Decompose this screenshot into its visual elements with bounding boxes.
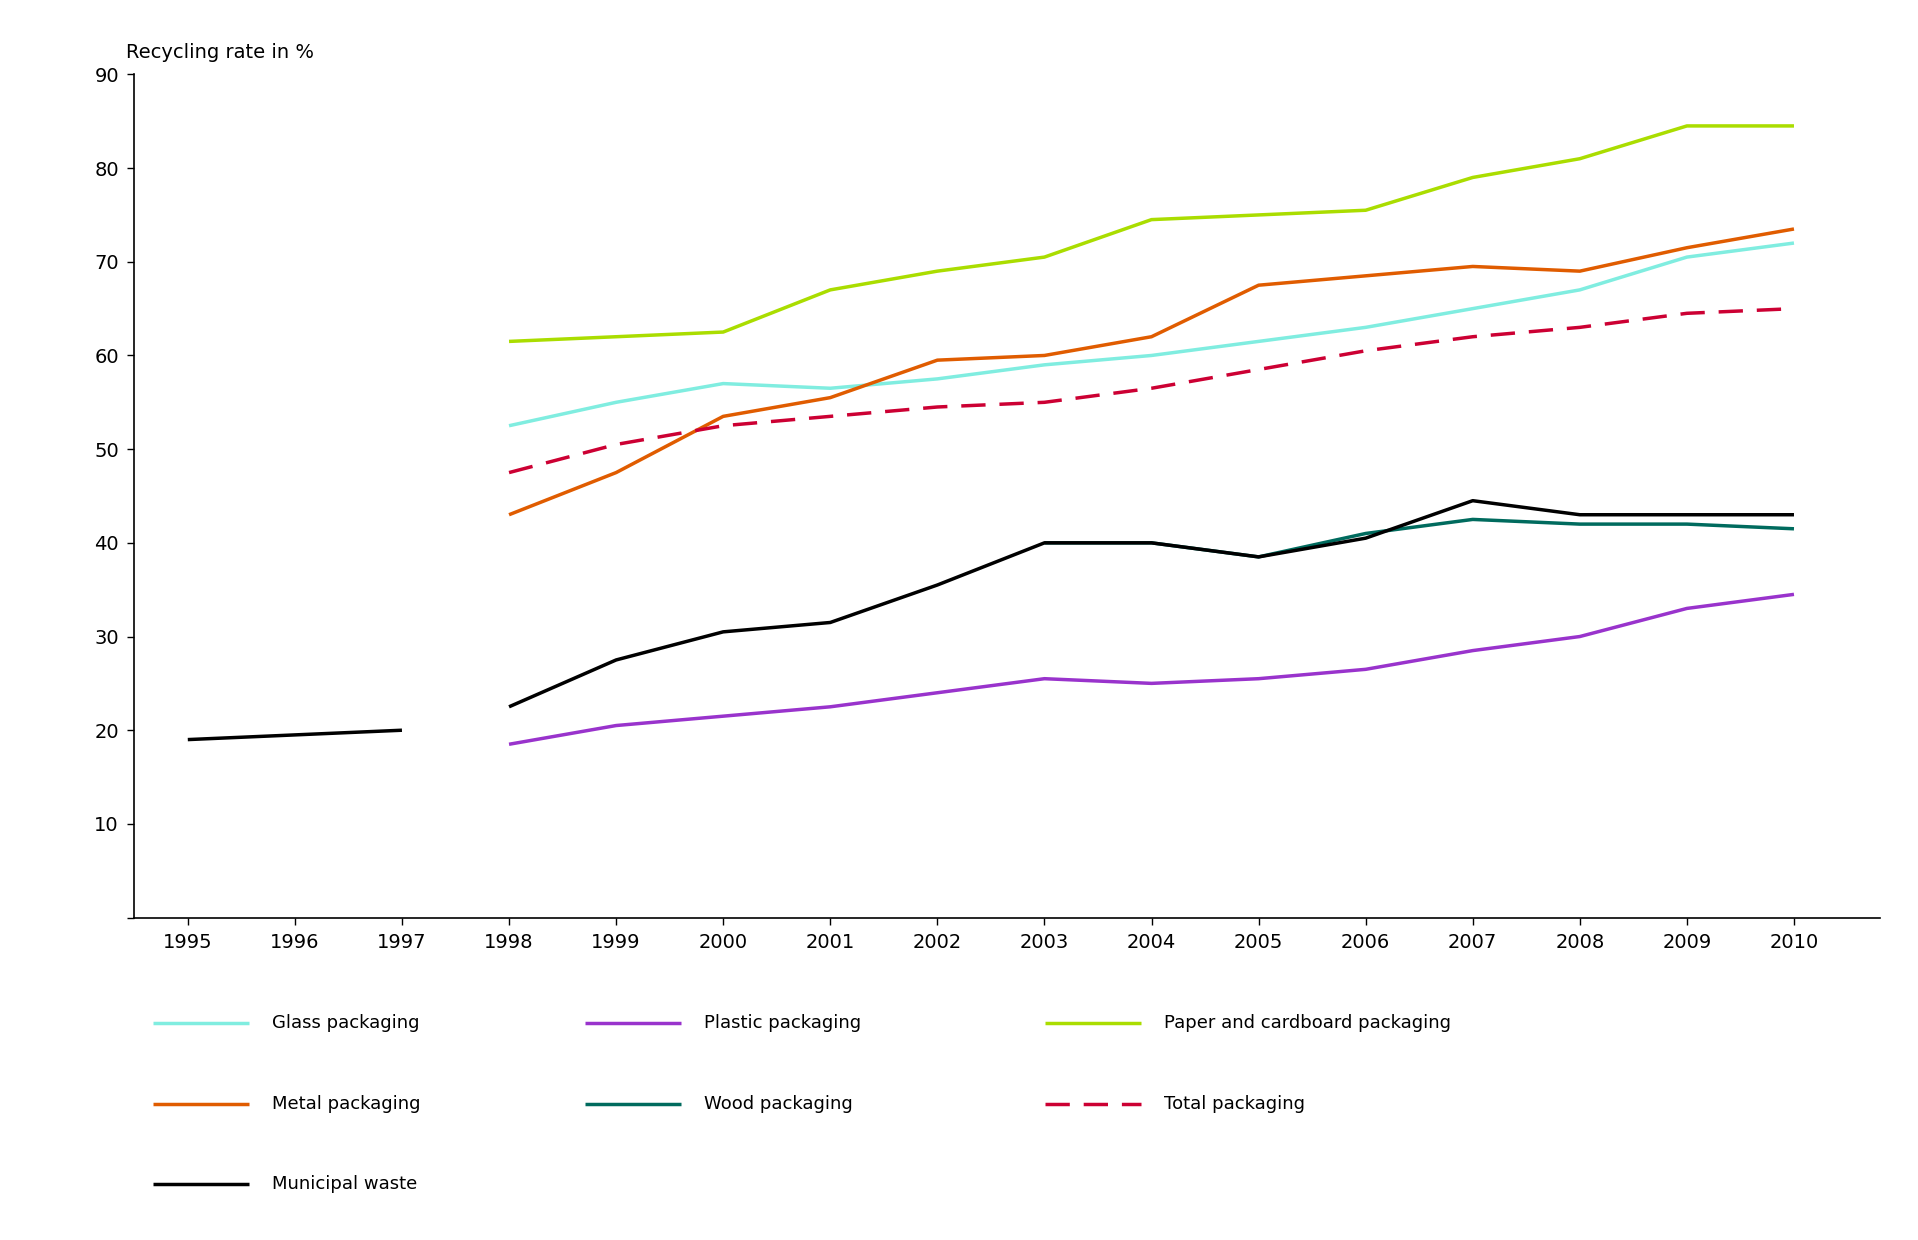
- Text: Wood packaging: Wood packaging: [704, 1095, 854, 1112]
- Text: Paper and cardboard packaging: Paper and cardboard packaging: [1164, 1014, 1452, 1032]
- Text: Plastic packaging: Plastic packaging: [704, 1014, 861, 1032]
- Text: Municipal waste: Municipal waste: [272, 1176, 418, 1193]
- Text: Glass packaging: Glass packaging: [272, 1014, 420, 1032]
- Text: Total packaging: Total packaging: [1164, 1095, 1306, 1112]
- Text: Recycling rate in %: Recycling rate in %: [125, 42, 313, 62]
- Text: Metal packaging: Metal packaging: [272, 1095, 420, 1112]
